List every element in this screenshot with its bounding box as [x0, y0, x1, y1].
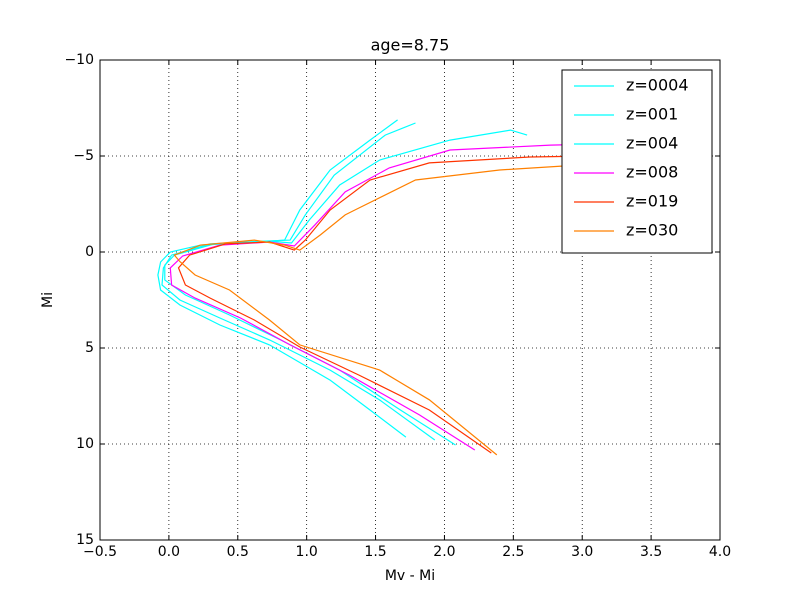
legend-label: z=030	[626, 221, 678, 240]
x-tick-label: 0.0	[158, 544, 180, 560]
y-tick-label: 10	[76, 436, 94, 452]
x-tick-label: 3.0	[571, 544, 593, 560]
x-tick-label: 0.5	[227, 544, 249, 560]
y-tick-label: −10	[64, 52, 94, 68]
series-line	[157, 119, 407, 438]
x-tick-label: 1.0	[296, 544, 318, 560]
legend-label: z=004	[626, 134, 678, 153]
x-tick-label: 3.5	[640, 544, 662, 560]
y-axis-label: Mi	[40, 292, 56, 308]
series-line	[173, 163, 700, 456]
y-tick-label: 5	[85, 340, 94, 356]
plot-frame	[99, 59, 721, 541]
series-line	[169, 142, 650, 451]
x-axis-label: Mv - Mi	[385, 568, 435, 584]
series-line	[177, 154, 650, 454]
y-tick-label: −5	[73, 148, 94, 164]
legend-label: z=001	[626, 105, 678, 124]
legend-label: z=008	[626, 163, 678, 182]
y-tick-label: 0	[85, 244, 94, 260]
x-tick-label: −0.5	[83, 544, 117, 560]
x-tick-label: 2.5	[502, 544, 524, 560]
legend-label: z=0004	[626, 76, 689, 95]
chart-title: age=8.75	[371, 36, 450, 55]
x-tick-label: 4.0	[709, 544, 731, 560]
y-tick-label: 15	[76, 532, 94, 548]
legend-label: z=019	[626, 192, 678, 211]
legend-box	[561, 69, 713, 254]
plot-area	[157, 119, 700, 456]
x-tick-label: 1.5	[364, 544, 386, 560]
x-tick-label: 2.0	[433, 544, 455, 560]
